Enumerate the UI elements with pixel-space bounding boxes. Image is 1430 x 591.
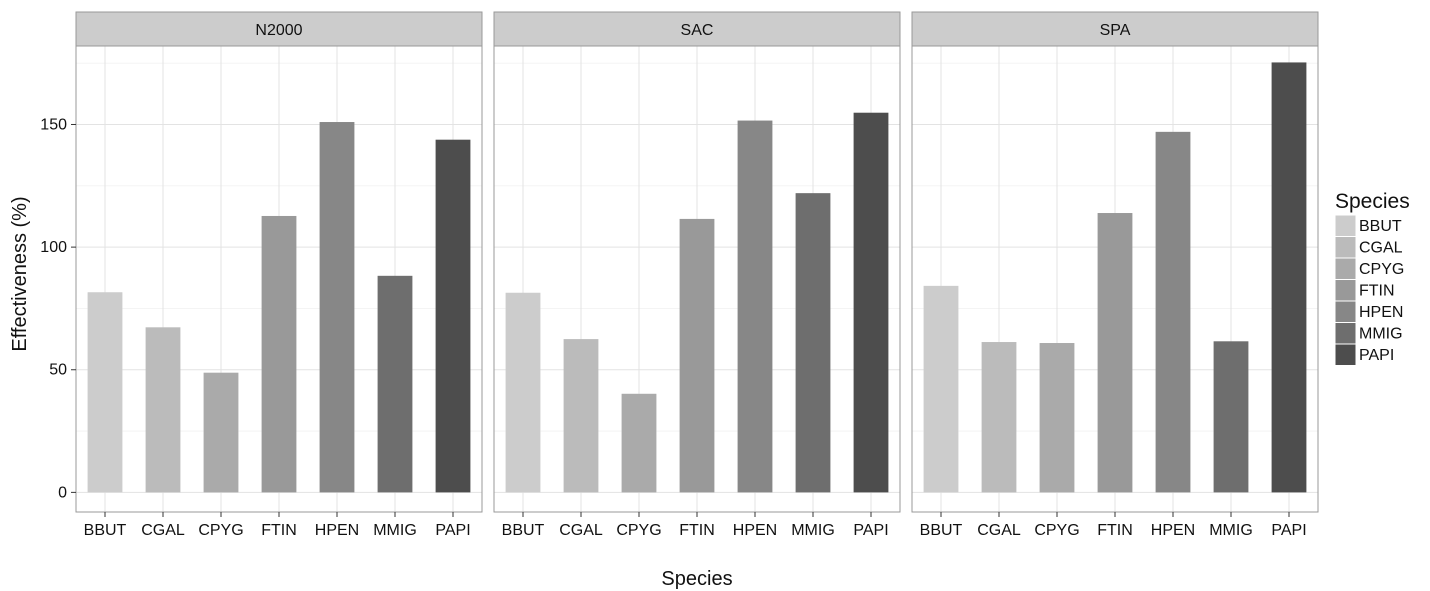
x-tick-label: CGAL	[559, 522, 603, 539]
bar-n2000-cpyg	[203, 372, 239, 493]
legend-label-bbut: BBUT	[1359, 218, 1402, 235]
y-tick-label: 50	[49, 362, 67, 379]
bar-n2000-cgal	[145, 327, 181, 493]
legend: Species BBUT CGAL CPYG FTIN HPEN MMIG PAPI	[1334, 190, 1410, 366]
bar-n2000-papi	[435, 139, 471, 493]
bar-n2000-hpen	[319, 122, 355, 493]
bar-sac-mmig	[795, 193, 831, 493]
legend-label-cgal: CGAL	[1359, 240, 1403, 257]
x-tick-label: HPEN	[315, 522, 359, 539]
bar-spa-cgal	[981, 342, 1017, 493]
bar-n2000-bbut	[87, 292, 123, 493]
bar-spa-hpen	[1155, 131, 1191, 493]
facet-strip-label: SAC	[681, 22, 714, 39]
y-axis: 0 50 100 150	[40, 116, 76, 501]
chart-panels: N2000 BBUT CGAL CPYG FTIN HPEN MMIG PAPI SAC BBUT…	[75, 11, 1319, 539]
bar-spa-mmig	[1213, 341, 1249, 493]
legend-label-cpyg: CPYG	[1359, 261, 1404, 278]
legend-key-mmig	[1334, 322, 1357, 345]
y-tick-label: 0	[58, 484, 67, 501]
bar-sac-hpen	[737, 120, 773, 493]
bar-spa-bbut	[923, 285, 959, 493]
bar-n2000-ftin	[261, 215, 297, 493]
facet-strip-label: N2000	[255, 22, 302, 39]
legend-label-papi: PAPI	[1359, 347, 1394, 364]
panel-n2000: N2000 BBUT CGAL CPYG FTIN HPEN MMIG PAPI	[75, 11, 483, 539]
bar-sac-cpyg	[621, 393, 657, 493]
legend-title: Species	[1335, 190, 1410, 213]
bar-sac-bbut	[505, 292, 541, 493]
y-axis-title: Effectiveness (%)	[9, 196, 31, 351]
bar-sac-ftin	[679, 218, 715, 493]
bar-spa-ftin	[1097, 213, 1133, 493]
facet-strip	[493, 11, 901, 47]
legend-label-hpen: HPEN	[1359, 304, 1403, 321]
x-tick-label: MMIG	[373, 522, 417, 539]
x-tick-label: CPYG	[198, 522, 243, 539]
x-tick-label: CPYG	[616, 522, 661, 539]
x-tick-label: FTIN	[261, 522, 297, 539]
x-tick-label: MMIG	[791, 522, 835, 539]
legend-key-bbut	[1334, 214, 1357, 237]
facet-strip	[75, 11, 483, 47]
legend-key-cgal	[1334, 236, 1357, 259]
x-tick-label: CPYG	[1034, 522, 1079, 539]
x-tick-label: CGAL	[977, 522, 1021, 539]
legend-key-cpyg	[1334, 257, 1357, 280]
panel-sac: SAC BBUT CGAL CPYG FTIN HPEN MMIG PAPI	[493, 11, 901, 539]
legend-key-hpen	[1334, 300, 1357, 323]
x-tick-label: PAPI	[1271, 522, 1306, 539]
y-tick-label: 150	[40, 116, 67, 133]
bar-spa-papi	[1271, 62, 1307, 493]
bar-sac-papi	[853, 112, 889, 493]
y-tick-label: 100	[40, 239, 67, 256]
panel-spa: SPA BBUT CGAL CPYG FTIN HPEN MMIG PAPI	[911, 11, 1319, 539]
legend-key-papi	[1334, 343, 1357, 366]
legend-label-ftin: FTIN	[1359, 283, 1395, 300]
x-tick-label: BBUT	[920, 522, 963, 539]
x-tick-label: CGAL	[141, 522, 185, 539]
x-tick-label: BBUT	[84, 522, 127, 539]
x-tick-label: HPEN	[1151, 522, 1195, 539]
facet-strip-label: SPA	[1100, 22, 1131, 39]
x-tick-label: PAPI	[435, 522, 470, 539]
legend-key-ftin	[1334, 279, 1357, 302]
facet-strip	[911, 11, 1319, 47]
legend-label-mmig: MMIG	[1359, 326, 1403, 343]
x-tick-label: MMIG	[1209, 522, 1253, 539]
x-axis-title: Species	[661, 568, 732, 590]
bar-sac-cgal	[563, 339, 599, 493]
x-tick-label: PAPI	[853, 522, 888, 539]
bar-spa-cpyg	[1039, 343, 1075, 493]
x-tick-label: HPEN	[733, 522, 777, 539]
x-tick-label: FTIN	[1097, 522, 1133, 539]
x-tick-label: FTIN	[679, 522, 715, 539]
x-tick-label: BBUT	[502, 522, 545, 539]
bar-n2000-mmig	[377, 275, 413, 493]
